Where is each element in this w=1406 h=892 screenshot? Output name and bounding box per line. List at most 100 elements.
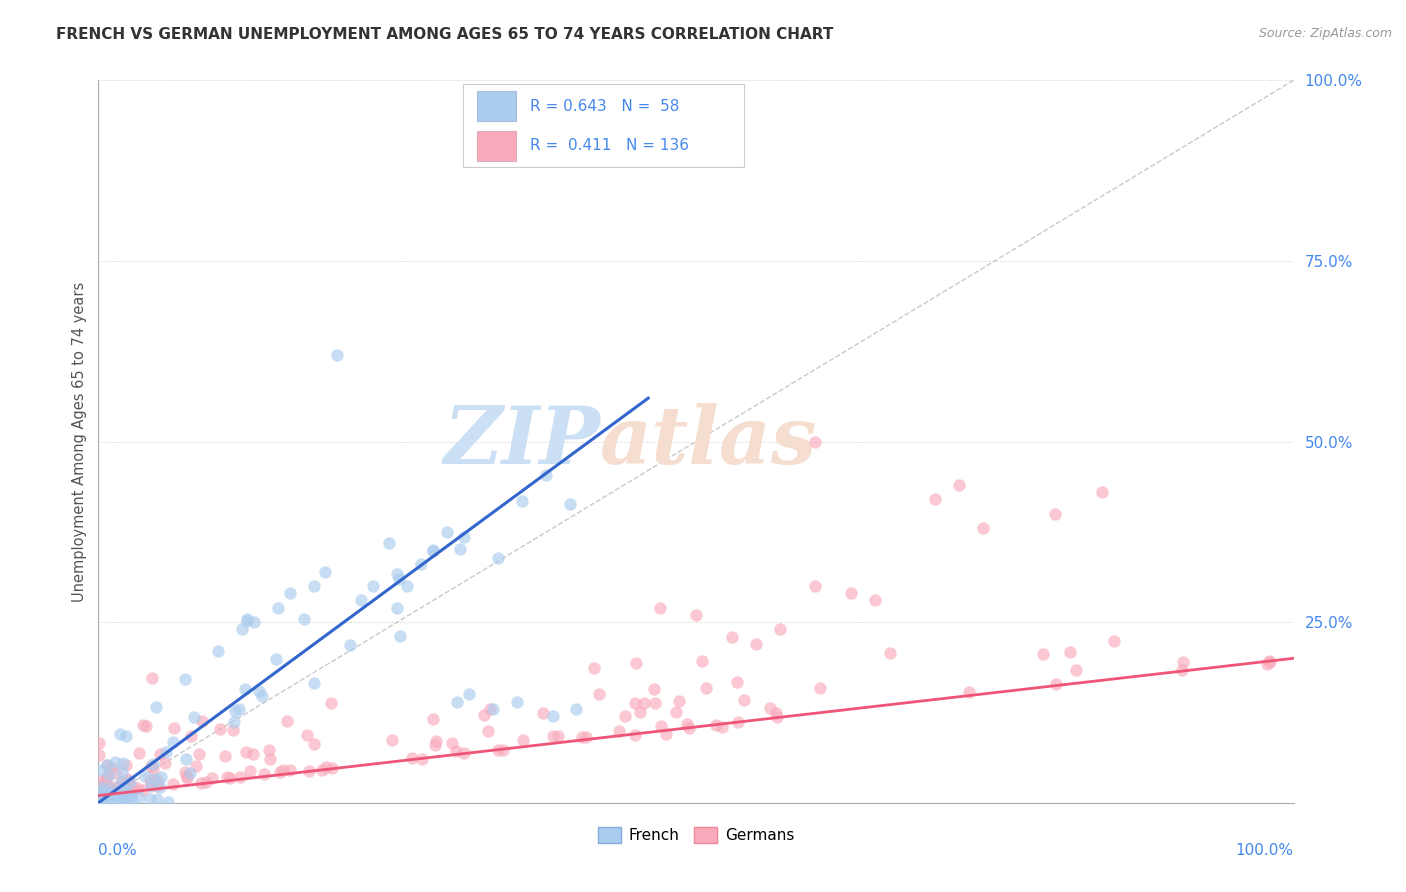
Point xyxy=(302,676,325,690)
Point xyxy=(176,771,198,785)
Point xyxy=(628,705,651,719)
Point xyxy=(173,672,195,686)
Point xyxy=(411,558,433,572)
Point xyxy=(141,759,163,773)
Point xyxy=(118,774,141,789)
Point xyxy=(100,787,122,801)
Point xyxy=(311,763,333,777)
Point xyxy=(648,600,672,615)
Point xyxy=(98,781,121,796)
Point xyxy=(704,717,727,731)
Point xyxy=(326,348,349,362)
Point xyxy=(90,784,112,798)
Point xyxy=(134,769,156,783)
Point xyxy=(1258,655,1281,669)
Point xyxy=(114,790,136,805)
Point xyxy=(104,756,127,770)
Point xyxy=(98,768,121,782)
Point xyxy=(162,777,184,791)
Point xyxy=(228,771,250,785)
Point xyxy=(486,550,509,565)
Point xyxy=(243,615,266,630)
Point xyxy=(235,745,257,759)
Point xyxy=(541,729,564,743)
Point xyxy=(401,750,423,764)
Point xyxy=(135,719,157,733)
Point xyxy=(571,730,593,744)
Point xyxy=(110,765,132,780)
Point xyxy=(149,747,172,761)
Text: Source: ZipAtlas.com: Source: ZipAtlas.com xyxy=(1258,27,1392,40)
Point xyxy=(1171,656,1194,670)
Point xyxy=(117,795,139,809)
Point xyxy=(112,783,135,797)
Point xyxy=(222,715,245,730)
Point xyxy=(112,785,135,799)
Point xyxy=(395,579,418,593)
Point xyxy=(1258,654,1281,668)
Point xyxy=(179,766,201,780)
Point xyxy=(89,780,111,795)
Point xyxy=(176,769,198,783)
Point xyxy=(121,792,143,806)
Point xyxy=(765,706,787,721)
Point xyxy=(89,781,111,796)
Point xyxy=(411,752,433,766)
Point xyxy=(228,701,250,715)
FancyBboxPatch shape xyxy=(477,130,516,161)
Point xyxy=(242,747,264,761)
Point xyxy=(643,682,665,697)
Point xyxy=(108,794,131,808)
Point xyxy=(112,792,135,806)
Point xyxy=(142,757,165,772)
Point xyxy=(247,684,270,698)
Point xyxy=(378,536,401,550)
Point xyxy=(1059,645,1081,659)
Point xyxy=(122,780,145,795)
Point xyxy=(96,758,118,772)
Point xyxy=(239,764,262,778)
Text: R = 0.643   N =  58: R = 0.643 N = 58 xyxy=(530,99,679,114)
Point xyxy=(115,757,138,772)
Point xyxy=(441,736,464,750)
Point xyxy=(162,735,184,749)
Point xyxy=(87,773,110,788)
Point xyxy=(176,752,198,766)
Point xyxy=(180,729,202,743)
Point xyxy=(758,701,780,715)
Point xyxy=(453,530,475,544)
Point xyxy=(132,718,155,732)
Point xyxy=(388,573,411,587)
Point xyxy=(1171,663,1194,677)
Point xyxy=(387,567,409,582)
Point xyxy=(224,705,246,719)
Point xyxy=(115,729,138,743)
Point xyxy=(121,783,143,797)
Point xyxy=(207,644,229,658)
Point xyxy=(125,780,148,795)
Point xyxy=(269,764,291,779)
Point xyxy=(350,593,373,607)
Point xyxy=(804,434,827,449)
Point xyxy=(711,720,734,734)
Point xyxy=(110,775,132,789)
Point xyxy=(200,772,222,786)
Point xyxy=(924,492,946,507)
Point xyxy=(94,772,117,787)
Point xyxy=(90,792,112,806)
Point xyxy=(252,689,274,703)
Point xyxy=(685,607,707,622)
Point xyxy=(1043,507,1066,521)
Text: FRENCH VS GERMAN UNEMPLOYMENT AMONG AGES 65 TO 74 YEARS CORRELATION CHART: FRENCH VS GERMAN UNEMPLOYMENT AMONG AGES… xyxy=(56,27,834,42)
Point xyxy=(678,721,700,735)
Point xyxy=(644,697,666,711)
Point xyxy=(100,787,122,801)
Point xyxy=(531,706,554,720)
Point xyxy=(267,600,290,615)
Point xyxy=(385,600,409,615)
Point xyxy=(491,742,513,756)
Text: atlas: atlas xyxy=(600,403,818,480)
Point xyxy=(141,775,163,789)
Point xyxy=(96,790,118,805)
Point xyxy=(1256,657,1278,671)
